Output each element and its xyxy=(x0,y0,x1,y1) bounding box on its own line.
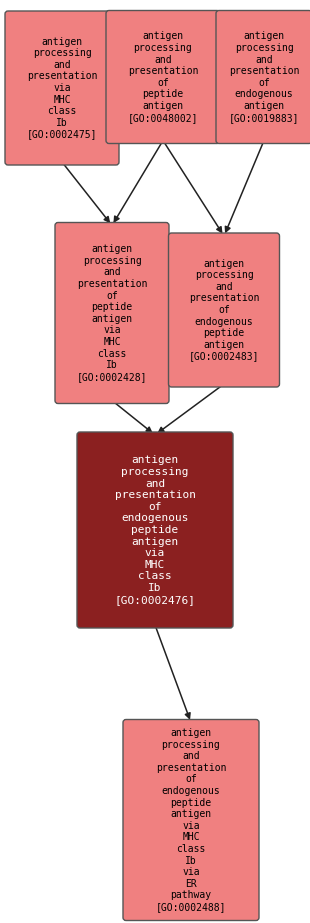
FancyBboxPatch shape xyxy=(169,233,280,387)
Text: antigen
processing
and
presentation
of
peptide
antigen
[GO:0048002]: antigen processing and presentation of p… xyxy=(128,31,198,123)
Text: antigen
processing
and
presentation
of
endogenous
peptide
antigen
[GO:0002483]: antigen processing and presentation of e… xyxy=(189,258,259,362)
FancyBboxPatch shape xyxy=(5,11,119,165)
Text: antigen
processing
and
presentation
of
endogenous
antigen
[GO:0019883]: antigen processing and presentation of e… xyxy=(229,31,299,123)
Text: antigen
processing
and
presentation
of
endogenous
peptide
antigen
via
MHC
class
: antigen processing and presentation of e… xyxy=(114,455,196,605)
Text: antigen
processing
and
presentation
of
endogenous
peptide
antigen
via
MHC
class
: antigen processing and presentation of e… xyxy=(156,728,226,912)
Text: antigen
processing
and
presentation
via
MHC
class
Ib
[GO:0002475]: antigen processing and presentation via … xyxy=(27,37,97,139)
FancyBboxPatch shape xyxy=(77,432,233,628)
FancyBboxPatch shape xyxy=(106,10,220,143)
FancyBboxPatch shape xyxy=(216,10,310,143)
FancyBboxPatch shape xyxy=(123,720,259,920)
Text: antigen
processing
and
presentation
of
peptide
antigen
via
MHC
class
Ib
[GO:0002: antigen processing and presentation of p… xyxy=(77,245,147,382)
FancyBboxPatch shape xyxy=(55,222,169,403)
